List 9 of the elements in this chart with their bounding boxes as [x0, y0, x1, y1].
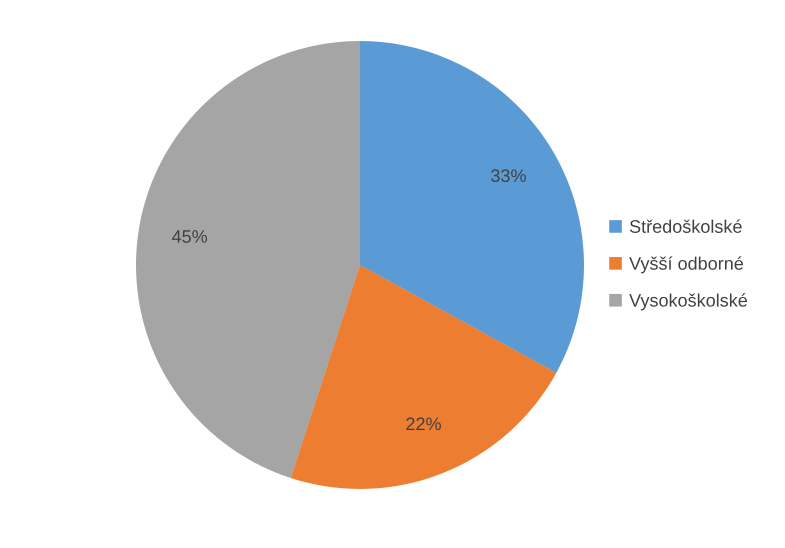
pie-slice [136, 41, 360, 478]
legend-label: Vyšší odborné [629, 256, 744, 274]
data-label: 22% [406, 417, 441, 430]
data-label: 33% [491, 169, 526, 182]
pie-slice [290, 265, 556, 489]
legend-label: Středoškolské [630, 219, 742, 233]
legend-label: Vysokoškolské [629, 293, 748, 310]
pie-slice [360, 41, 584, 373]
data-label: 45% [172, 230, 208, 243]
